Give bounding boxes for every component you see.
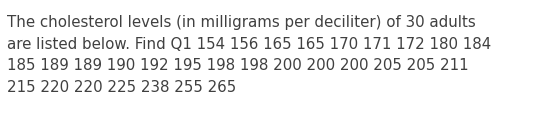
Text: The cholesterol levels (in milligrams per deciliter) of 30 adults
are listed bel: The cholesterol levels (in milligrams pe…	[7, 15, 492, 95]
